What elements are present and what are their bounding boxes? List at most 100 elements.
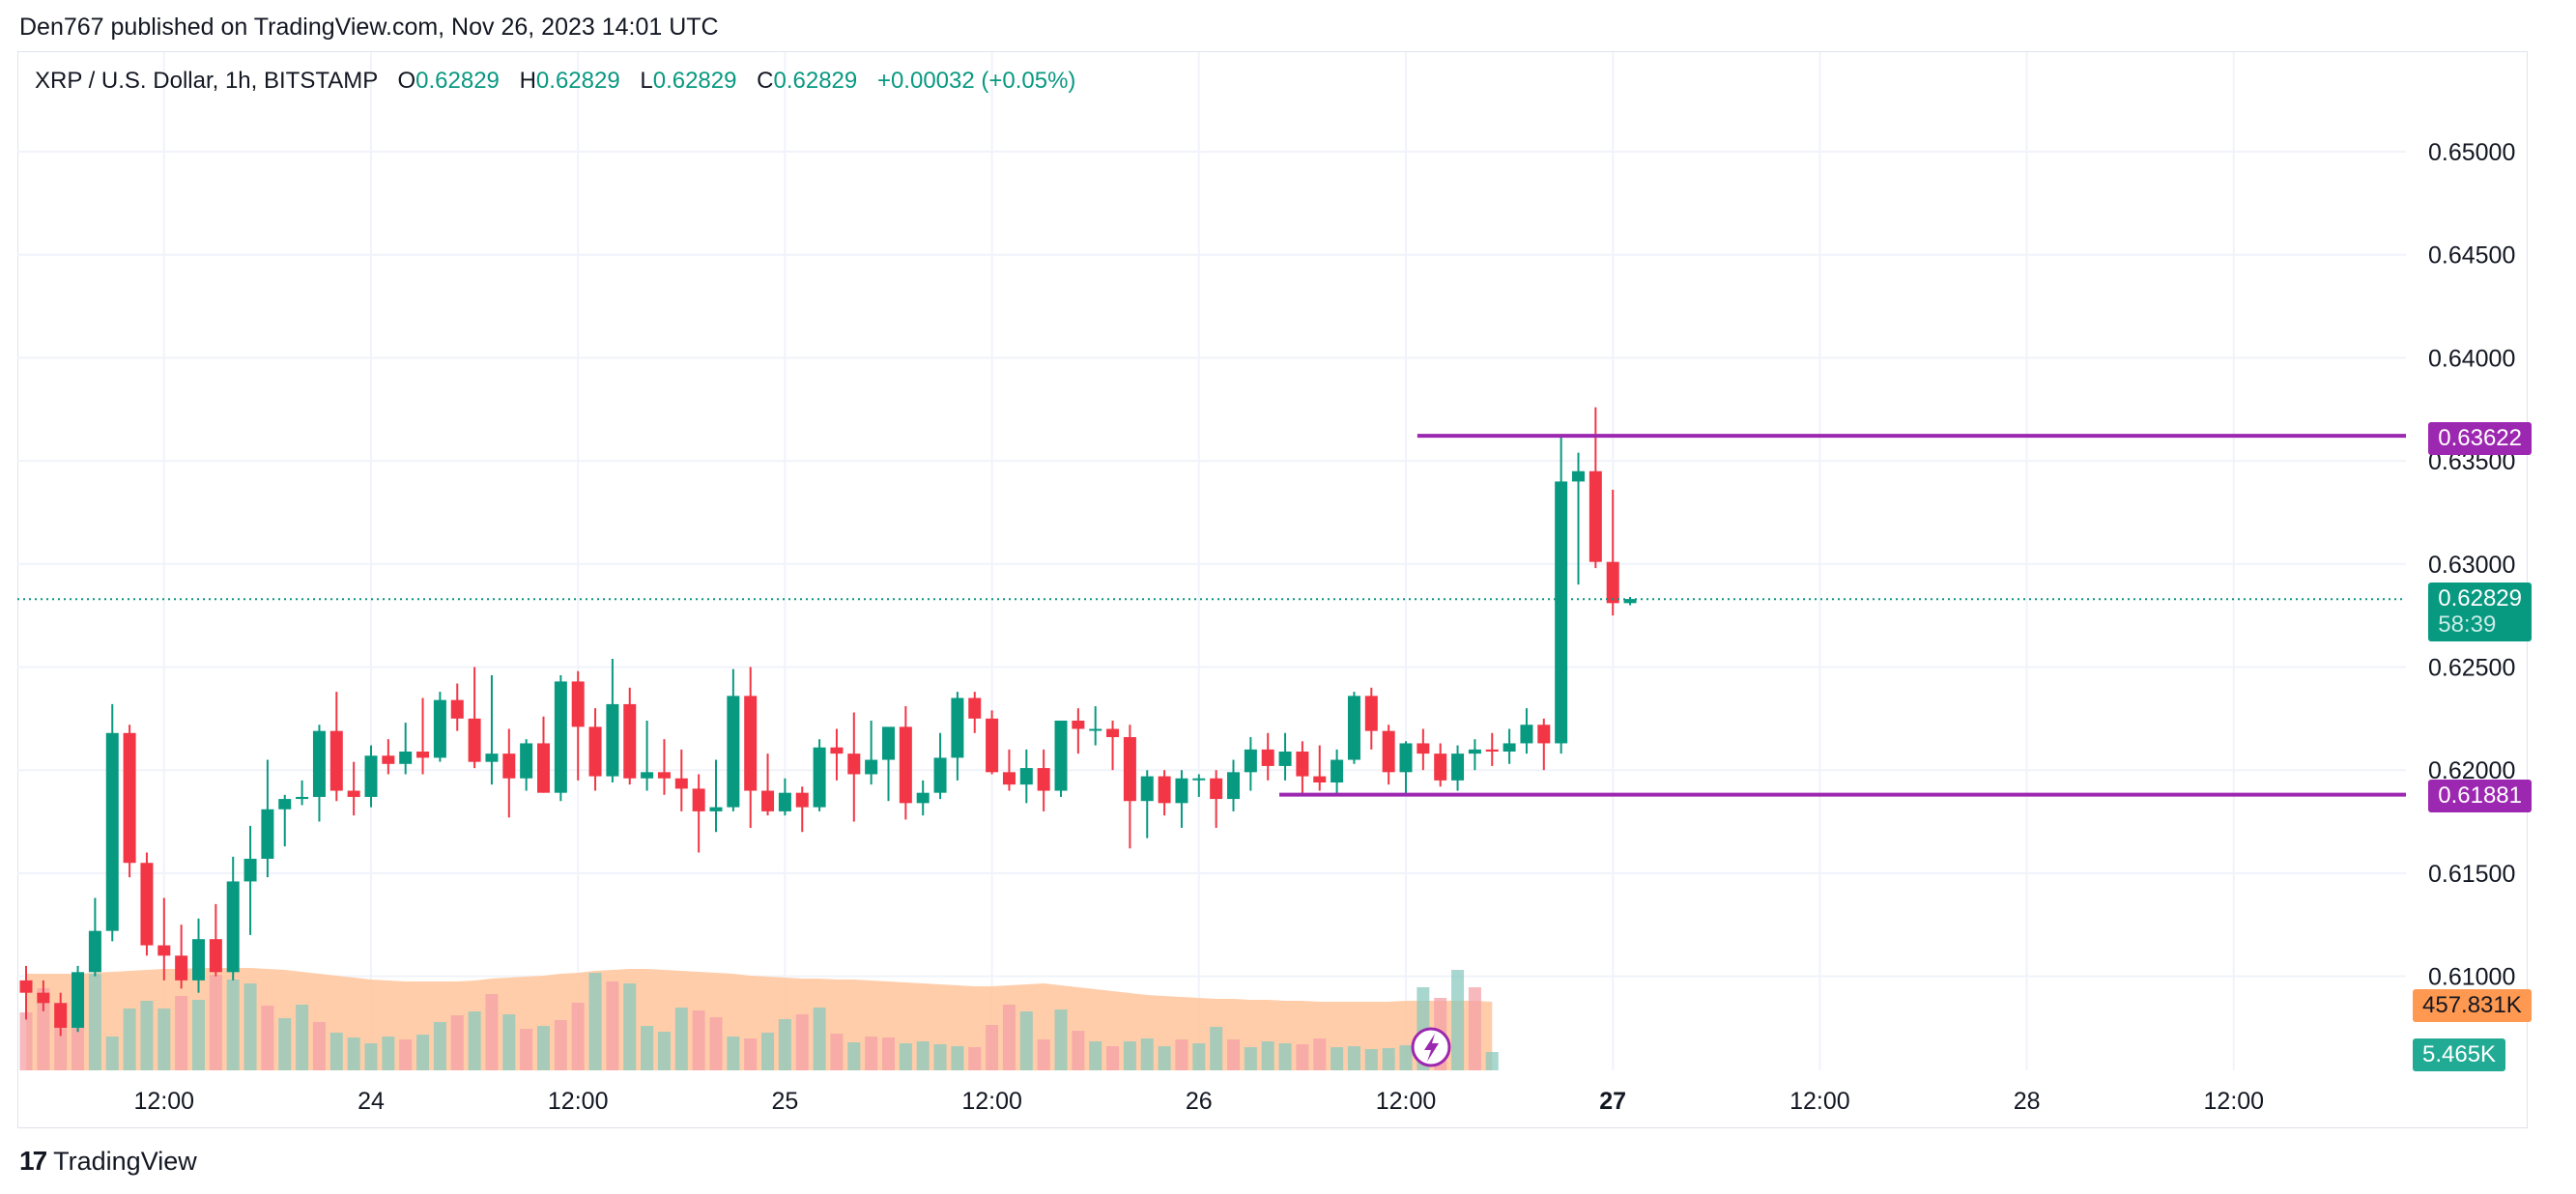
- candle-body: [1451, 753, 1465, 781]
- grid-lines: [17, 52, 2406, 1070]
- candle-body: [623, 703, 637, 779]
- candle-body: [1364, 696, 1378, 731]
- candle-body: [727, 696, 740, 808]
- volume-badge: 5.465K: [2413, 1038, 2506, 1071]
- close-label: C: [757, 68, 774, 94]
- candle-body: [37, 992, 50, 1004]
- volume-bar: [1002, 1005, 1016, 1070]
- volume-bar: [140, 1001, 154, 1070]
- candle-body: [641, 772, 654, 779]
- volume-bar: [1072, 1031, 1085, 1070]
- candle-body: [226, 881, 240, 973]
- volume-bar: [520, 1029, 533, 1070]
- volume-bar: [778, 1019, 791, 1070]
- candle-body: [19, 980, 33, 993]
- volume-bar: [105, 1037, 119, 1070]
- volume-bar: [692, 1010, 705, 1070]
- volume-bar: [468, 1011, 481, 1070]
- candle-body: [157, 945, 171, 956]
- candle-body: [88, 930, 101, 973]
- volume-bar: [1261, 1041, 1274, 1070]
- tradingview-brand: TradingView: [53, 1146, 197, 1176]
- open-value: 0.62829: [415, 68, 500, 94]
- y-tick-label: 0.64500: [2428, 242, 2515, 270]
- candle-body: [1210, 778, 1223, 800]
- y-tick-label: 0.63000: [2428, 552, 2515, 579]
- volume-bar: [657, 1032, 671, 1070]
- volume-bar: [606, 981, 619, 1070]
- volume-bar: [865, 1037, 878, 1070]
- volume-ma-badge: 457.831K: [2413, 989, 2532, 1022]
- candle-body: [364, 755, 378, 797]
- candle-body: [1589, 470, 1602, 562]
- candle-body: [830, 747, 844, 754]
- symbol-label[interactable]: XRP / U.S. Dollar, 1h, BITSTAMP: [35, 68, 378, 94]
- volume-bar: [329, 1033, 343, 1070]
- volume-bar: [123, 1009, 136, 1070]
- candle-body: [1244, 749, 1257, 773]
- close-value: 0.62829: [773, 68, 858, 94]
- y-tick-label: 0.65000: [2428, 139, 2515, 166]
- resistance-badge: 0.63622: [2428, 422, 2532, 455]
- volume-bar: [19, 1012, 33, 1070]
- candle-body: [606, 703, 619, 777]
- volume-bar: [847, 1042, 861, 1070]
- x-tick-label: 24: [358, 1088, 385, 1115]
- volume-bar: [1192, 1043, 1206, 1070]
- tradingview-logo[interactable]: 17 TradingView: [19, 1146, 197, 1177]
- candle-body: [1261, 749, 1274, 766]
- volume-bar: [278, 1018, 292, 1070]
- candle-body: [1054, 720, 1068, 791]
- volume-bar: [1331, 1047, 1344, 1070]
- volume-bar: [744, 1038, 758, 1070]
- volume-bar: [450, 1015, 464, 1070]
- x-tick-label: 26: [1186, 1088, 1213, 1115]
- candle-body: [1434, 753, 1447, 781]
- x-tick-label: 12:00: [1789, 1088, 1850, 1115]
- candle-body: [588, 726, 602, 777]
- candle-body: [329, 730, 343, 791]
- volume-bar: [727, 1037, 740, 1070]
- volume-bar: [1364, 1049, 1378, 1070]
- volume-bar: [192, 1000, 205, 1070]
- volume-bar: [830, 1034, 844, 1070]
- candle-body: [1089, 728, 1102, 731]
- volume-bar: [1158, 1046, 1171, 1070]
- candle-body: [761, 790, 775, 811]
- candle-body: [795, 792, 809, 808]
- x-tick-label: 12:00: [961, 1088, 1022, 1115]
- high-label: H: [519, 68, 536, 94]
- high-value: 0.62829: [535, 68, 620, 94]
- volume-bar: [226, 980, 240, 1070]
- candle-body: [1399, 743, 1413, 773]
- candle-body: [1382, 730, 1395, 773]
- candle-body: [1313, 776, 1327, 783]
- publisher-line: Den767 published on TradingView.com, Nov…: [19, 14, 719, 41]
- candle-body: [1296, 751, 1309, 777]
- candle-body: [1606, 561, 1619, 604]
- candle-body: [571, 681, 585, 727]
- volume-bar: [674, 1008, 688, 1070]
- volume-bar: [416, 1035, 430, 1070]
- candle-body: [1278, 751, 1292, 766]
- volume-bar: [1313, 1038, 1327, 1070]
- candle-body: [951, 697, 964, 758]
- x-tick-label: 28: [2014, 1088, 2041, 1115]
- candle-body: [399, 751, 413, 764]
- volume-bar: [537, 1026, 550, 1070]
- candle-body: [209, 939, 222, 973]
- candle-body: [692, 788, 705, 811]
- candle-body: [865, 759, 878, 775]
- candle-body: [520, 743, 533, 779]
- volume-bar: [588, 973, 602, 1070]
- volume-bar: [1089, 1041, 1102, 1070]
- candle-body: [312, 730, 326, 797]
- volume-bar: [795, 1014, 809, 1070]
- volume-bar: [916, 1041, 930, 1070]
- candle-body: [416, 751, 430, 758]
- volume-bar: [986, 1025, 999, 1070]
- chart-legend: XRP / U.S. Dollar, 1h, BITSTAMP O0.62829…: [35, 68, 1075, 95]
- candle-body: [899, 726, 912, 804]
- candle-body: [450, 699, 464, 719]
